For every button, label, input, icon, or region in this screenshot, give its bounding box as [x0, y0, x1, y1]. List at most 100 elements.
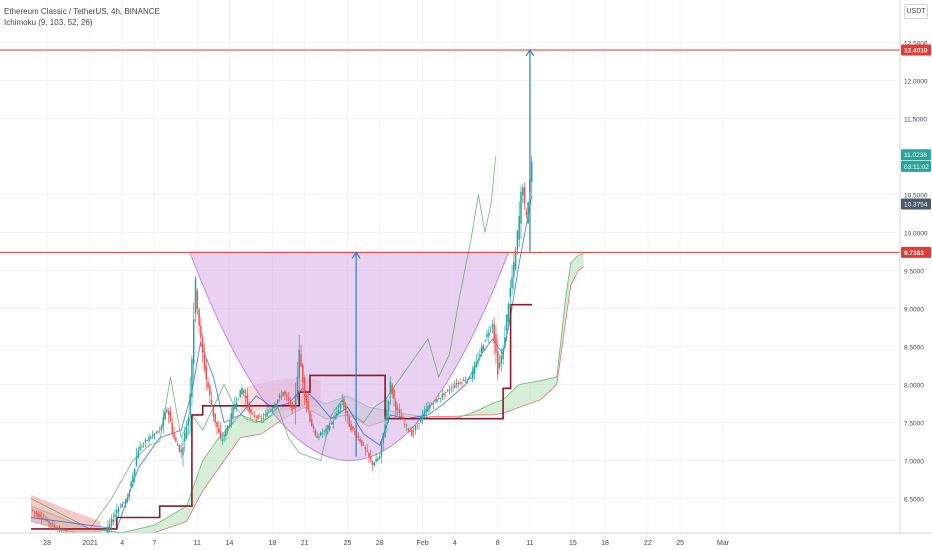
candle-body: [37, 513, 39, 517]
candle-body: [400, 415, 402, 419]
candle-body: [287, 398, 290, 401]
currency-button[interactable]: USDT: [904, 4, 928, 19]
candle-body: [303, 377, 306, 397]
candle-body: [321, 432, 324, 434]
candle-body: [454, 384, 456, 388]
candle-body: [334, 416, 336, 420]
candle-body: [359, 438, 361, 443]
candle-body: [412, 431, 415, 433]
horizontal-levels[interactable]: [0, 49, 900, 253]
candle-body: [191, 359, 193, 398]
candle-body: [214, 413, 216, 423]
level-tag-label: 9.7383: [904, 250, 924, 257]
candle-body: [201, 337, 204, 353]
candle-body: [239, 390, 241, 398]
candle-body: [117, 508, 120, 512]
candle-body: [429, 405, 431, 409]
candle-body: [418, 422, 420, 424]
candle-body: [319, 432, 322, 436]
price-tag: [901, 198, 931, 210]
time-tick-label: 21: [301, 540, 309, 547]
price-tick-label: 9.0000: [904, 307, 924, 314]
candle-body: [377, 458, 379, 461]
time-tick-label: 25: [676, 540, 684, 547]
candle-body: [203, 354, 206, 370]
candle-body: [232, 407, 234, 418]
price-tick-label: 9.5000: [904, 269, 924, 276]
candle-body: [398, 409, 401, 413]
candle-body: [323, 430, 326, 432]
price-tag: [901, 160, 931, 172]
candle-body: [275, 403, 277, 407]
candle-body: [189, 393, 191, 416]
candle-body: [139, 446, 141, 451]
candle-body: [216, 421, 218, 428]
candle-body: [357, 436, 359, 438]
candle-body: [173, 432, 175, 439]
candle-body: [53, 524, 55, 527]
candle-body: [380, 441, 383, 456]
candle-body: [126, 496, 129, 502]
candle-body: [504, 337, 506, 348]
candle-body: [182, 447, 184, 456]
candle-body: [266, 411, 268, 417]
candle-body: [259, 416, 261, 418]
candle-body: [498, 362, 501, 368]
candle-body: [218, 427, 220, 433]
candle-body: [387, 401, 390, 411]
candle-body: [530, 161, 533, 183]
cup-shape: [189, 251, 510, 461]
candle-body: [522, 187, 524, 196]
candle-body: [119, 507, 122, 509]
price-axis-bg: [900, 0, 932, 550]
candle-body: [509, 287, 512, 297]
candle-body: [171, 422, 174, 434]
candle-body: [228, 424, 231, 428]
candle-body: [491, 325, 494, 327]
candle-body: [268, 411, 270, 414]
candle-body: [502, 348, 504, 360]
time-tick-label: 18: [269, 540, 277, 547]
price-tag-label: 11.0238: [904, 152, 927, 159]
candle-body: [175, 438, 177, 442]
candle-body: [405, 424, 408, 426]
candle-body: [285, 394, 288, 397]
candle-body: [237, 398, 240, 400]
time-axis[interactable]: 28 2021 4 7 11 14 18 21 25 28 Feb 4 8 11 15 18 22 25 Mar: [0, 532, 932, 550]
cloud-red-1: [30, 494, 101, 537]
candle-body: [452, 386, 454, 388]
symbol-title: Ethereum Classic / TetherUS, 4h, BINANCE: [4, 7, 160, 16]
price-axis[interactable]: 6.5000 7.0000 7.5000 8.0000 8.5000 9.0000 9.50…: [899, 0, 932, 550]
candle-body: [144, 439, 147, 442]
candle-body: [493, 323, 495, 343]
candle-body: [46, 519, 48, 522]
candle-body: [425, 408, 427, 412]
candle-body: [169, 411, 172, 422]
candle-body: [282, 392, 284, 396]
price-tag: [901, 149, 931, 161]
candle-body: [437, 398, 440, 400]
candle-body: [44, 519, 47, 520]
candle-body: [343, 398, 345, 408]
candle-body: [330, 422, 333, 424]
candle-body: [298, 349, 300, 378]
candle-body: [384, 424, 386, 437]
candle-body: [314, 430, 317, 436]
indicator-legend[interactable]: Ichimoku (9, 103, 52, 26): [4, 18, 93, 27]
candle-body: [362, 445, 365, 446]
level-tag[interactable]: [901, 246, 931, 258]
candle-body: [112, 519, 114, 522]
candle-body: [289, 402, 292, 404]
candle-body: [466, 379, 469, 382]
candle-body: [130, 481, 132, 488]
candle-body: [167, 410, 170, 415]
time-tick-label: 4: [120, 540, 124, 547]
candle-body: [234, 404, 236, 410]
level-tag[interactable]: [901, 44, 931, 56]
time-tick-label: Mar: [717, 540, 730, 547]
candle-body: [457, 382, 460, 385]
candle-body: [373, 462, 376, 466]
candle-body: [489, 329, 492, 331]
candle-body: [439, 397, 442, 399]
